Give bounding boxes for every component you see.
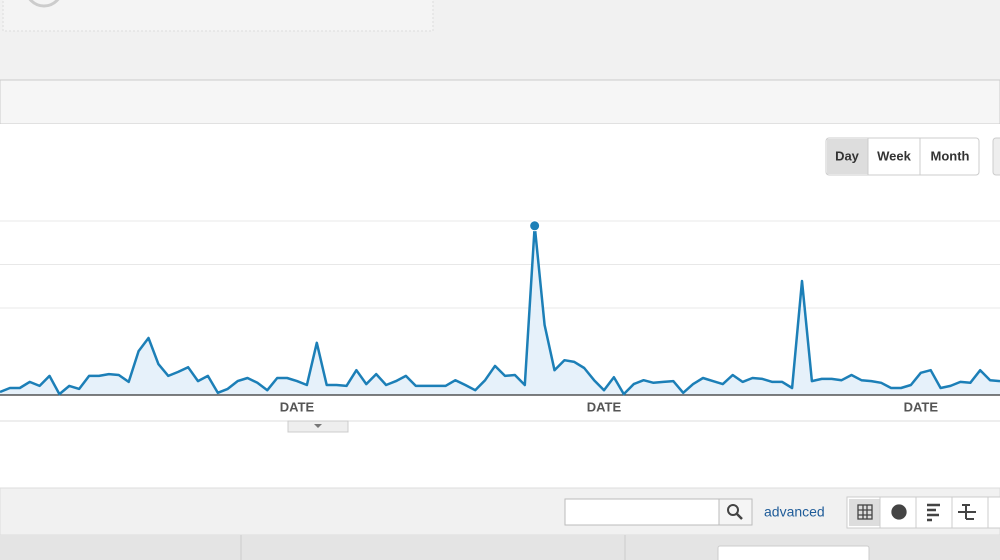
view-icons [857, 503, 976, 522]
card [2, 0, 434, 32]
line [0, 224, 1000, 396]
grid-icon[interactable] [857, 504, 873, 520]
chart-area [0, 124, 1000, 488]
view-active[interactable] [849, 499, 880, 526]
search-icon [727, 504, 739, 516]
spinner [28, 0, 60, 8]
x-tick-label: DATE [587, 399, 622, 414]
compare-icon[interactable] [958, 504, 976, 520]
grid-icon [858, 505, 872, 519]
pie-icon[interactable] [891, 504, 907, 520]
link[interactable]: advanced [764, 504, 825, 520]
x-tick-label: DATE [280, 399, 315, 414]
button[interactable]: Month [931, 148, 970, 163]
header-bar [0, 79, 1000, 125]
bar-icon[interactable] [927, 503, 940, 522]
search-button[interactable] [718, 498, 753, 526]
dropdown[interactable] [717, 545, 870, 560]
x-tick-label: DATE [904, 399, 939, 414]
highlight-point [529, 220, 541, 232]
arrow [314, 424, 322, 428]
button[interactable]: Day [835, 148, 860, 163]
search-icon [736, 513, 743, 520]
button[interactable] [992, 137, 1000, 176]
button[interactable]: Week [877, 148, 911, 163]
plot: DATE DATE DATE [0, 220, 1000, 414]
table-toolbar [0, 487, 1000, 536]
period-group: Day Week Month [825, 137, 980, 176]
button-active[interactable] [827, 139, 868, 174]
